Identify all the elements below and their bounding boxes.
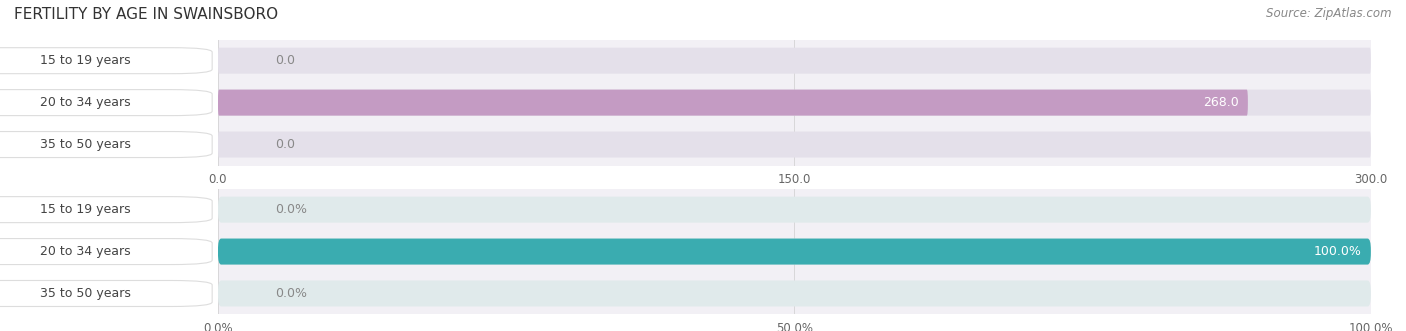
Text: 0.0%: 0.0% xyxy=(276,203,308,216)
Text: 0.0: 0.0 xyxy=(276,138,295,151)
Text: 35 to 50 years: 35 to 50 years xyxy=(39,138,131,151)
Text: 0.0: 0.0 xyxy=(276,54,295,67)
Text: 20 to 34 years: 20 to 34 years xyxy=(39,245,131,258)
Text: 15 to 19 years: 15 to 19 years xyxy=(39,54,131,67)
Text: 15 to 19 years: 15 to 19 years xyxy=(39,203,131,216)
FancyBboxPatch shape xyxy=(0,197,212,223)
FancyBboxPatch shape xyxy=(218,239,1371,264)
FancyBboxPatch shape xyxy=(218,48,1371,74)
Text: 0.0%: 0.0% xyxy=(276,287,308,300)
FancyBboxPatch shape xyxy=(218,131,1371,158)
FancyBboxPatch shape xyxy=(0,90,212,116)
Text: 20 to 34 years: 20 to 34 years xyxy=(39,96,131,109)
Text: Source: ZipAtlas.com: Source: ZipAtlas.com xyxy=(1267,7,1392,20)
Text: 100.0%: 100.0% xyxy=(1313,245,1361,258)
FancyBboxPatch shape xyxy=(0,280,212,307)
FancyBboxPatch shape xyxy=(218,90,1371,116)
FancyBboxPatch shape xyxy=(0,48,212,74)
FancyBboxPatch shape xyxy=(218,90,1249,116)
FancyBboxPatch shape xyxy=(0,131,212,158)
FancyBboxPatch shape xyxy=(218,280,1371,307)
Text: 35 to 50 years: 35 to 50 years xyxy=(39,287,131,300)
FancyBboxPatch shape xyxy=(218,239,1371,264)
Text: 268.0: 268.0 xyxy=(1204,96,1239,109)
Text: FERTILITY BY AGE IN SWAINSBORO: FERTILITY BY AGE IN SWAINSBORO xyxy=(14,7,278,22)
FancyBboxPatch shape xyxy=(218,197,1371,223)
FancyBboxPatch shape xyxy=(0,239,212,264)
